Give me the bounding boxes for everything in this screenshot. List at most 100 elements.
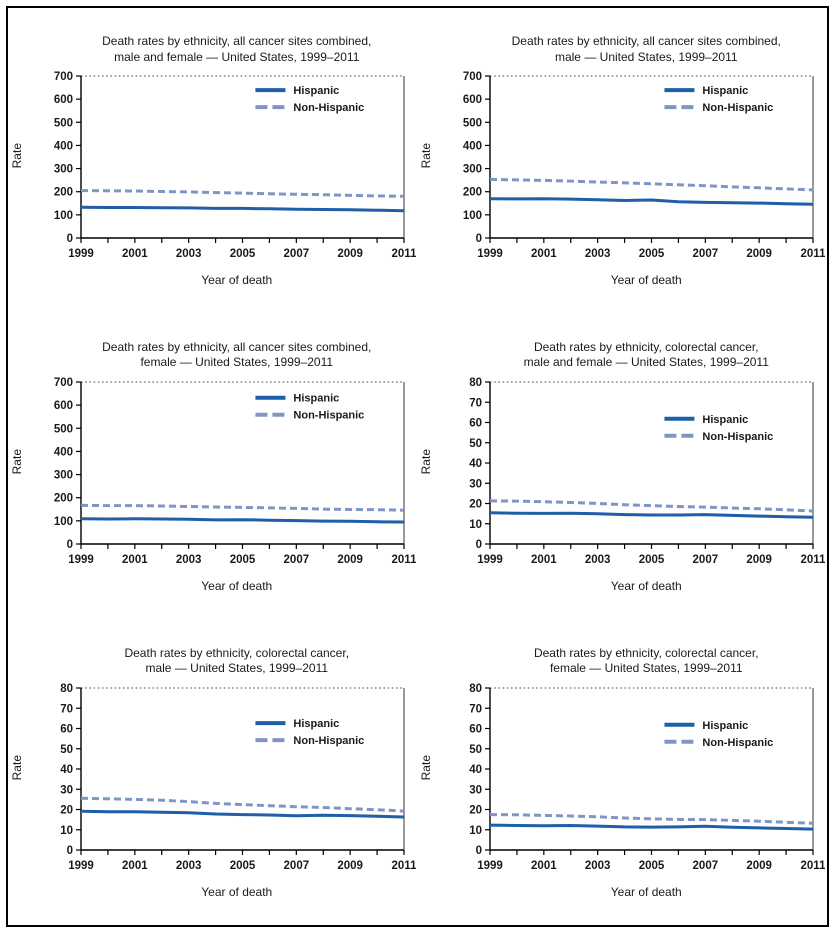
y-tick-label: 100	[463, 210, 482, 222]
legend-label: Non-Hispanic	[293, 410, 364, 422]
hispanic-line	[490, 197, 814, 207]
x-tick-label: 2001	[122, 860, 148, 872]
y-tick-label: 300	[463, 164, 482, 176]
x-tick-label: 2009	[747, 248, 773, 260]
non-hispanic-line	[80, 503, 404, 512]
chart-cell-all-sites-male: Death rates by ethnicity, all cancer sit…	[418, 8, 828, 314]
chart-cell-colorectal-female: Death rates by ethnicity, colorectal can…	[418, 619, 828, 925]
y-tick-label: 200	[463, 187, 482, 199]
legend-label: Non-Hispanic	[703, 431, 774, 443]
chart-canvas: 0 10 20 30 40 50 60 70 80 1999 2001 2003 2005 2007 200…	[469, 377, 825, 566]
x-axis-label: Year of death	[201, 579, 273, 594]
plot-row: Rate 0 100 200 300 400 500 600 700 1999 2001 2003 2…	[10, 374, 416, 579]
y-tick-label: 70	[60, 703, 73, 715]
y-tick-label: 40	[469, 764, 482, 776]
hispanic-line	[490, 511, 814, 519]
plot-row: Rate 0 10 20 30 40 50 60 70 80 1999 2001 2003 2005 20…	[419, 374, 825, 579]
x-tick-label: 2001	[531, 554, 557, 566]
legend-label: Non-Hispanic	[293, 735, 364, 747]
y-tick-label: 80	[60, 683, 73, 695]
x-tick-label: 2011	[801, 554, 825, 566]
x-tick-label: 2007	[283, 860, 309, 872]
y-tick-label: 400	[54, 141, 73, 153]
x-tick-label: 2003	[585, 860, 611, 872]
chart-title-line1: Death rates by ethnicity, all cancer sit…	[511, 34, 781, 49]
chart-colorectal-both: Death rates by ethnicity, colorectal can…	[419, 340, 825, 593]
x-tick-label: 2005	[639, 248, 665, 260]
legend-label: Hispanic	[703, 414, 749, 426]
x-tick-label: 2009	[337, 248, 363, 260]
y-tick-label: 10	[469, 519, 482, 531]
x-tick-label: 2001	[122, 248, 148, 260]
chart-colorectal-male: Death rates by ethnicity, colorectal can…	[10, 646, 416, 899]
y-tick-label: 0	[476, 233, 482, 245]
y-tick-label: 400	[54, 447, 73, 459]
y-tick-label: 700	[54, 377, 73, 389]
figure-frame: Death rates by ethnicity, all cancer sit…	[6, 6, 829, 927]
x-tick-label: 2005	[229, 860, 255, 872]
chart-all-sites-male: Death rates by ethnicity, all cancer sit…	[419, 34, 825, 287]
non-hispanic-line	[490, 499, 814, 513]
x-tick-label: 2001	[531, 860, 557, 872]
x-tick-label: 2001	[531, 248, 557, 260]
y-tick-label: 50	[469, 438, 482, 450]
y-tick-label: 20	[469, 499, 482, 511]
x-tick-label: 2011	[391, 248, 415, 260]
x-tick-label: 2001	[122, 554, 148, 566]
x-tick-label: 1999	[68, 248, 94, 260]
y-tick-label: 500	[54, 423, 73, 435]
x-tick-label: 2003	[176, 248, 202, 260]
x-tick-label: 2005	[229, 248, 255, 260]
x-tick-label: 2009	[337, 554, 363, 566]
y-tick-label: 600	[54, 400, 73, 412]
chart-title-line1: Death rates by ethnicity, colorectal can…	[533, 339, 759, 354]
y-tick-label: 100	[54, 210, 73, 222]
y-tick-label: 0	[66, 233, 72, 245]
legend-label: Hispanic	[293, 718, 339, 730]
legend-label: Non-Hispanic	[703, 737, 774, 749]
x-axis-label: Year of death	[201, 273, 273, 288]
x-tick-label: 2007	[283, 248, 309, 260]
y-tick-label: 0	[66, 539, 72, 551]
hispanic-line	[80, 517, 404, 524]
y-tick-label: 200	[54, 187, 73, 199]
x-tick-label: 2003	[585, 248, 611, 260]
y-tick-label: 60	[60, 723, 73, 735]
y-tick-label: 0	[66, 845, 72, 857]
legend-label: Non-Hispanic	[703, 103, 774, 115]
x-tick-label: 1999	[477, 248, 503, 260]
legend-label: Hispanic	[703, 86, 749, 98]
chart-title-line2: male — United States, 1999–2011	[145, 661, 329, 676]
chart-cell-all-sites-both: Death rates by ethnicity, all cancer sit…	[8, 8, 418, 314]
x-tick-label: 2007	[693, 860, 719, 872]
x-tick-label: 2003	[176, 860, 202, 872]
hispanic-line	[80, 206, 404, 213]
chart-canvas: 0 100 200 300 400 500 600 700 1999 2001 2003 2005 20…	[54, 71, 416, 260]
y-tick-label: 20	[469, 804, 482, 816]
chart-title-line1: Death rates by ethnicity, all cancer sit…	[102, 34, 372, 49]
y-axis-label: Rate	[419, 143, 434, 169]
x-tick-label: 2011	[801, 860, 825, 872]
x-tick-label: 2005	[639, 554, 665, 566]
chart-canvas: 0 10 20 30 40 50 60 70 80 1999 2001 2003 2005 2007 200…	[469, 683, 825, 872]
x-tick-label: 2009	[337, 860, 363, 872]
y-tick-label: 300	[54, 470, 73, 482]
plot-row: Rate 0 100 200 300 400 500 600 700 1999 2001 2003 2…	[10, 68, 416, 273]
chart-colorectal-female: Death rates by ethnicity, colorectal can…	[419, 646, 825, 899]
y-tick-label: 70	[469, 397, 482, 409]
chart-title-line2: male and female — United States, 1999–20…	[523, 355, 769, 370]
x-tick-label: 2007	[693, 248, 719, 260]
chart-title-line2: female — United States, 1999–2011	[549, 661, 743, 676]
y-tick-label: 60	[469, 723, 482, 735]
y-tick-label: 300	[54, 164, 73, 176]
chart-title-line1: Death rates by ethnicity, colorectal can…	[124, 645, 350, 660]
y-tick-label: 40	[469, 458, 482, 470]
y-tick-label: 0	[476, 539, 482, 551]
legend-label: Non-Hispanic	[293, 103, 364, 115]
chart-title: Death rates by ethnicity, all cancer sit…	[443, 34, 827, 65]
y-axis-label: Rate	[9, 448, 24, 475]
plot-row: Rate 0 10 20 30 40 50 60 70 80 1999 2001 2003 2005 20…	[10, 680, 416, 885]
non-hispanic-line	[490, 812, 814, 825]
chart-all-sites-female: Death rates by ethnicity, all cancer sit…	[10, 340, 416, 593]
x-tick-label: 1999	[68, 554, 94, 566]
